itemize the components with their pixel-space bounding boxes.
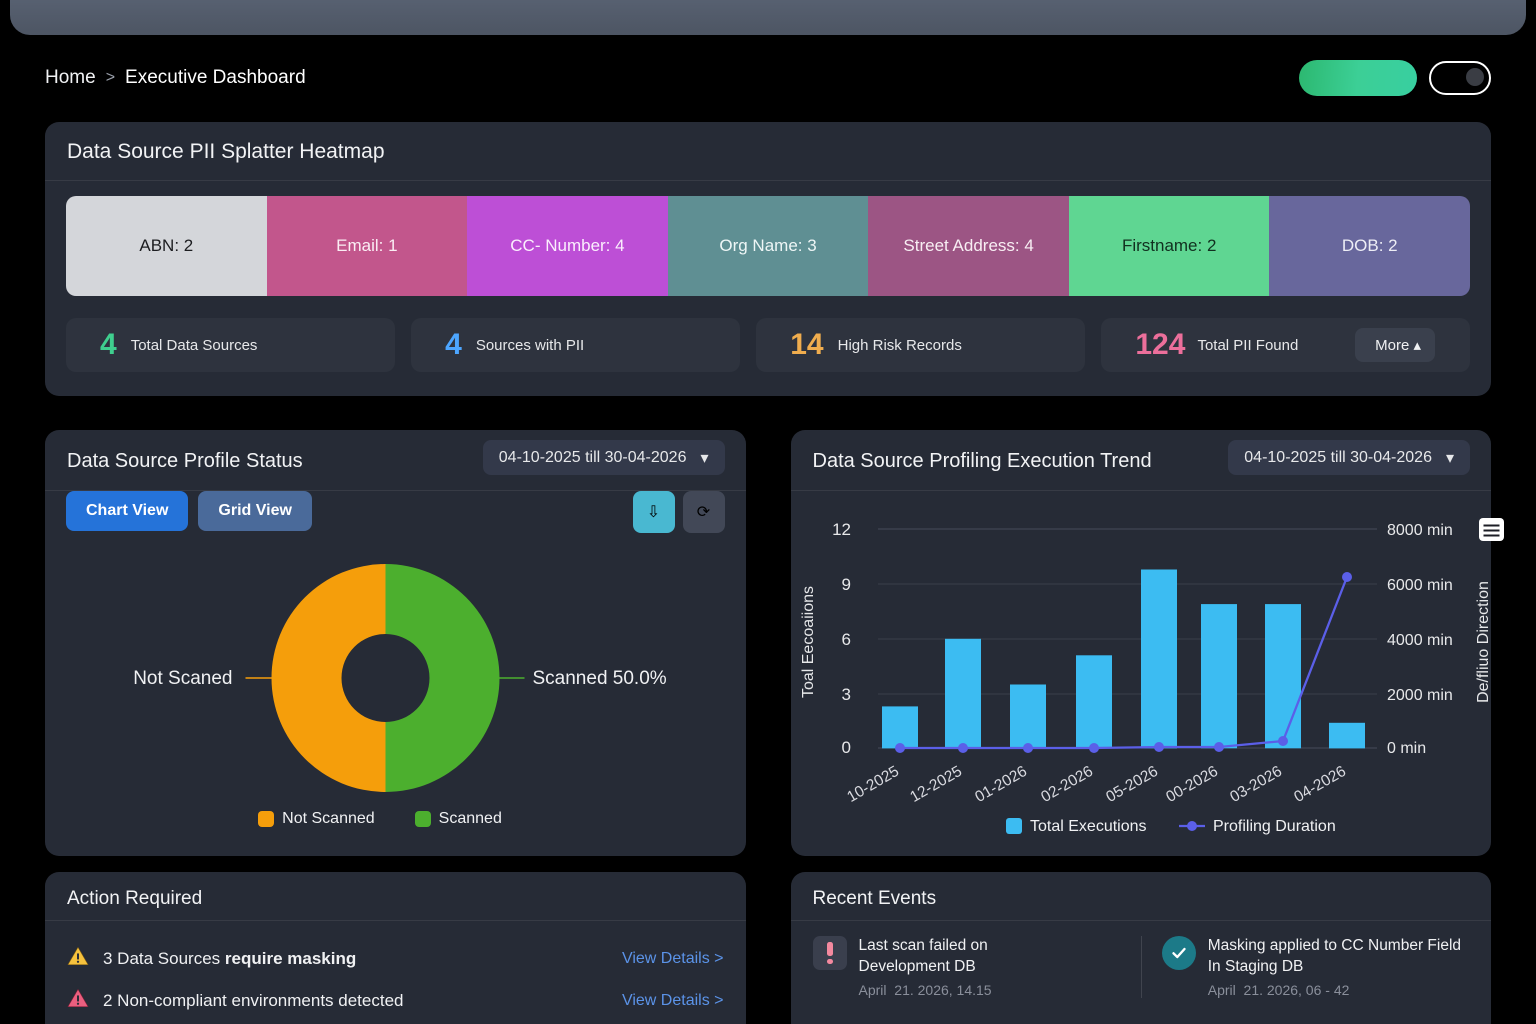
svg-text:2000 min: 2000 min [1387,687,1453,704]
svg-text:De/fliuo Direction: De/fliuo Direction [1475,581,1492,703]
svg-text:0: 0 [841,738,850,757]
svg-text:10-2025: 10-2025 [844,763,902,806]
svg-text:03-2026: 03-2026 [1227,763,1285,806]
svg-text:0 min: 0 min [1387,740,1426,757]
svg-text:12-2025: 12-2025 [907,763,965,806]
svg-text:Scanned 50.0%: Scanned 50.0% [533,668,667,689]
svg-text:6: 6 [841,630,850,649]
svg-text:Total Executions: Total Executions [1030,818,1147,835]
svg-text:8000 min: 8000 min [1387,522,1453,539]
svg-text:00-2026: 00-2026 [1163,763,1221,806]
svg-text:02-2026: 02-2026 [1038,763,1096,806]
svg-text:12: 12 [832,520,851,539]
svg-text:01-2026: 01-2026 [972,763,1030,806]
svg-text:6000 min: 6000 min [1387,577,1453,594]
svg-text:3: 3 [841,685,850,704]
svg-text:04-2026: 04-2026 [1291,763,1349,806]
svg-text:9: 9 [841,575,850,594]
svg-text:4000 min: 4000 min [1387,632,1453,649]
svg-text:Profiling Duration: Profiling Duration [1213,818,1336,835]
svg-text:Toal Eecoaiions: Toal Eecoaiions [800,586,817,698]
svg-text:Not Scaned: Not Scaned [133,668,232,689]
svg-text:05-2026: 05-2026 [1103,763,1161,806]
